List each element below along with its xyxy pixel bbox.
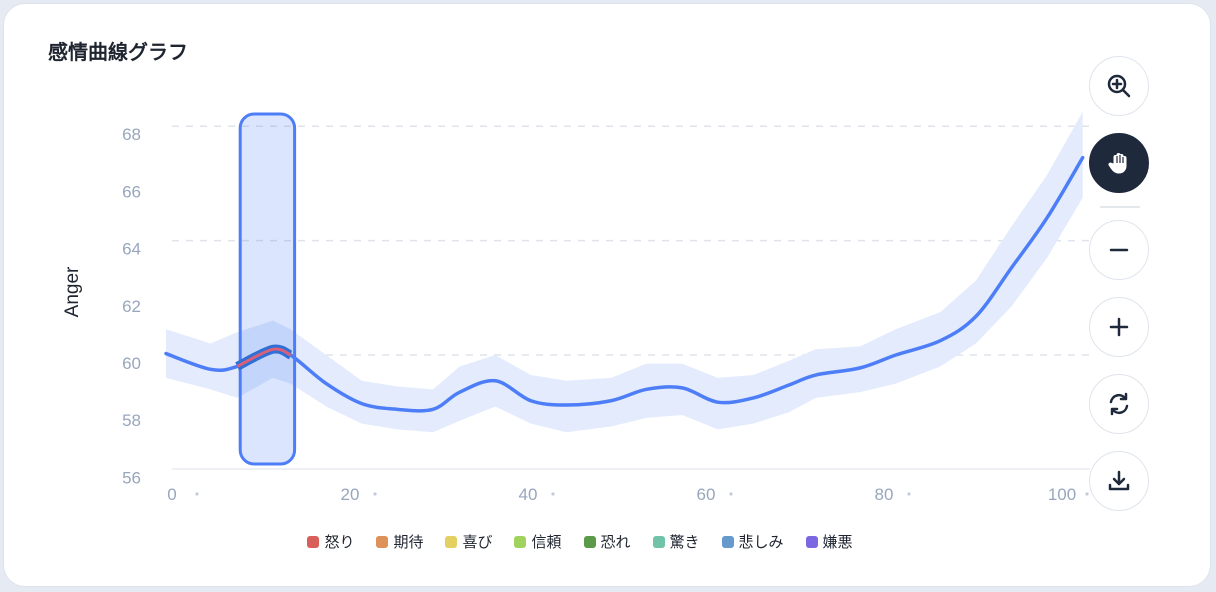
legend-swatch <box>583 535 596 548</box>
download-button[interactable] <box>1089 451 1149 511</box>
legend-swatch <box>652 535 665 548</box>
x-tick-label: 0 <box>167 485 176 504</box>
y-tick-label: 64 <box>122 240 141 259</box>
pan-button[interactable] <box>1089 133 1149 193</box>
x-minor-tick <box>373 492 377 496</box>
x-minor-tick <box>551 492 555 496</box>
legend-swatch <box>445 535 458 548</box>
legend-item[interactable]: 信頼 <box>514 531 562 552</box>
legend-item[interactable]: 恐れ <box>583 531 631 552</box>
legend-item[interactable]: 怒り <box>307 531 354 552</box>
selected-segment-highlight <box>236 347 292 368</box>
y-tick-label: 62 <box>122 297 141 316</box>
legend-label: 驚き <box>669 533 700 551</box>
legend-item[interactable]: 嫌悪 <box>805 531 853 552</box>
legend-item[interactable]: 驚き <box>652 531 700 552</box>
legend-swatch <box>514 535 527 548</box>
legend-label: 怒り <box>324 533 355 551</box>
y-tick-label: 60 <box>122 354 141 373</box>
legend-item[interactable]: 悲しみ <box>721 531 784 552</box>
y-tick-label: 66 <box>122 182 141 201</box>
confidence-band <box>166 111 1083 433</box>
y-tick-label: 68 <box>122 125 141 144</box>
legend-item[interactable]: 喜び <box>445 531 492 552</box>
reset-icon <box>1109 392 1129 416</box>
x-tick-label: 100 <box>1048 485 1076 504</box>
x-tick-label: 20 <box>341 485 360 504</box>
legend-swatch <box>721 535 734 548</box>
legend-swatch <box>307 535 320 548</box>
plus-icon <box>1109 317 1129 337</box>
zoom-in-button[interactable] <box>1089 297 1149 357</box>
selection-brush[interactable] <box>238 112 297 466</box>
y-tick-label: 56 <box>122 468 141 487</box>
minus-icon <box>1109 248 1129 252</box>
zoom-in-icon <box>1107 74 1131 98</box>
zoom-out-button[interactable] <box>1089 220 1149 280</box>
y-tick-label: 58 <box>122 411 141 430</box>
legend-swatch <box>376 535 389 548</box>
legend-label: 悲しみ <box>738 533 784 551</box>
zoom-select-button[interactable] <box>1089 56 1149 116</box>
legend-item[interactable]: 期待 <box>376 531 423 552</box>
download-icon <box>1108 470 1130 491</box>
x-minor-tick <box>729 492 733 496</box>
legend-swatch <box>805 535 818 548</box>
chart-title: 感情曲線グラフ <box>48 40 188 64</box>
legend-label: 信頼 <box>531 533 562 551</box>
anger-series-line <box>164 155 1085 413</box>
reset-button[interactable] <box>1089 374 1149 434</box>
legend: 怒り 期待 喜び 信頼 恐れ 驚き 悲しみ 嫌悪 <box>0 531 1160 552</box>
legend-label: 喜び <box>462 533 493 551</box>
x-minor-tick <box>1085 492 1089 496</box>
x-minor-tick <box>195 492 199 496</box>
x-tick-label: 40 <box>519 485 538 504</box>
x-tick-label: 60 <box>697 485 716 504</box>
legend-label: 期待 <box>393 533 424 551</box>
x-tick-label: 80 <box>875 485 894 504</box>
y-axis-label: Anger <box>62 266 83 317</box>
legend-label: 恐れ <box>600 533 631 551</box>
legend-label: 嫌悪 <box>822 533 853 551</box>
x-minor-tick <box>907 492 911 496</box>
hand-icon <box>1108 153 1127 174</box>
toolbar-divider <box>1100 206 1140 208</box>
